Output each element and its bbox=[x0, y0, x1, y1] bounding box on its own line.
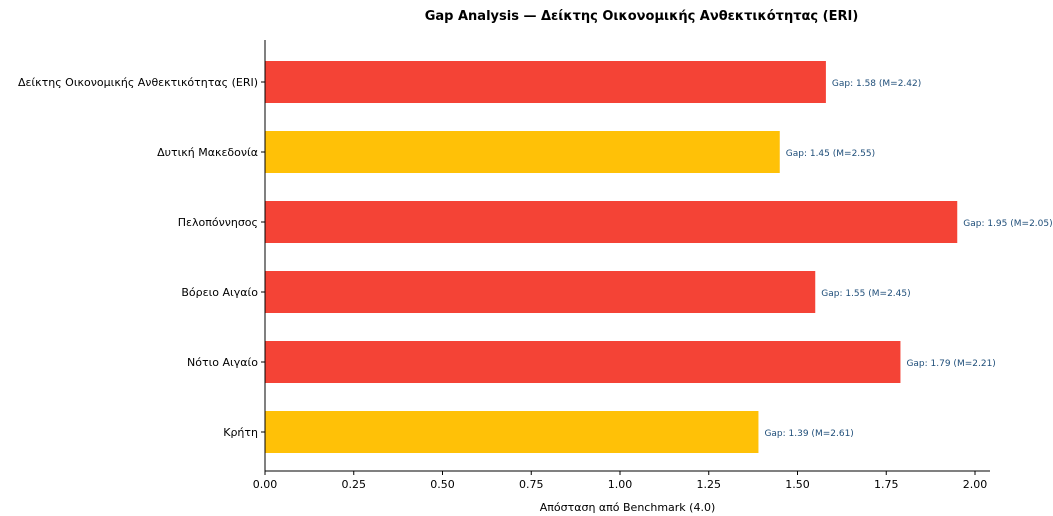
y-tick-label: Κρήτη bbox=[223, 426, 258, 439]
y-axis-ticks: Δείκτης Οικονομικής Ανθεκτικότητας (ERI)… bbox=[18, 76, 265, 439]
x-tick-label: 2.00 bbox=[963, 478, 988, 491]
x-tick-label: 1.25 bbox=[697, 478, 722, 491]
x-axis-ticks: 0.00 0.25 0.50 0.75 1.00 1.25 1.50 1.75 2.00 bbox=[253, 471, 988, 491]
bar bbox=[265, 341, 901, 383]
y-tick-label: Πελοπόννησος bbox=[178, 216, 258, 229]
x-tick-label: 1.50 bbox=[785, 478, 810, 491]
data-label: Gap: 1.58 (M=2.42) bbox=[832, 79, 921, 89]
chart-title: Gap Analysis — Δείκτης Οικονομικής Ανθεκ… bbox=[424, 9, 859, 24]
y-tick-label: Δείκτης Οικονομικής Ανθεκτικότητας (ERI) bbox=[18, 76, 258, 89]
x-tick-label: 0.75 bbox=[519, 478, 544, 491]
x-tick-label: 1.75 bbox=[874, 478, 899, 491]
data-label: Gap: 1.95 (M=2.05) bbox=[963, 219, 1052, 229]
data-label: Gap: 1.79 (M=2.21) bbox=[906, 359, 995, 369]
x-tick-label: 0.25 bbox=[342, 478, 367, 491]
data-label: Gap: 1.55 (M=2.45) bbox=[821, 289, 910, 299]
y-tick-label: Δυτική Μακεδονία bbox=[157, 146, 258, 159]
data-label: Gap: 1.45 (M=2.55) bbox=[786, 149, 875, 159]
bars-group bbox=[265, 61, 958, 453]
bar bbox=[265, 411, 759, 453]
y-tick-label: Νότιο Αιγαίο bbox=[187, 356, 258, 369]
bar bbox=[265, 61, 826, 103]
bar bbox=[265, 201, 958, 243]
x-tick-label: 0.00 bbox=[253, 478, 278, 491]
data-label: Gap: 1.39 (M=2.61) bbox=[764, 429, 853, 439]
data-labels-group: Gap: 1.58 (M=2.42) Gap: 1.45 (M=2.55) Gap:… bbox=[764, 79, 1052, 439]
x-tick-label: 0.50 bbox=[430, 478, 455, 491]
x-axis-label: Απόσταση από Benchmark (4.0) bbox=[540, 501, 716, 514]
y-tick-label: Βόρειο Αιγαίο bbox=[181, 286, 258, 299]
bar bbox=[265, 271, 816, 313]
x-tick-label: 1.00 bbox=[608, 478, 633, 491]
bar bbox=[265, 131, 780, 173]
